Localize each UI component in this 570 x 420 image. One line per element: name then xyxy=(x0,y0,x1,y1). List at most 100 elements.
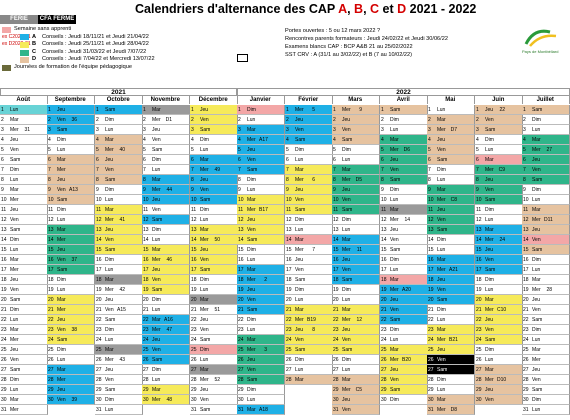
day-name: Ven xyxy=(10,217,19,223)
day-cell: 28 Mar xyxy=(332,375,380,385)
day-name: Mar xyxy=(10,117,19,123)
formation-label: Journées de formation de l'équipe pédago… xyxy=(14,63,133,70)
day-cell: 2 Mar xyxy=(427,115,475,125)
month-header: Novembre xyxy=(142,96,190,104)
selection-box[interactable] xyxy=(237,54,248,62)
day-name: Sam xyxy=(57,337,68,343)
day-cell: 29 Jeu xyxy=(47,385,95,395)
day-cell: 21 Dim xyxy=(427,305,475,315)
day-cell: 11 Jeu xyxy=(427,205,475,215)
day-cell: 18 Dim xyxy=(475,275,523,285)
day-cell: 13 Lun xyxy=(332,225,380,235)
day-name: Mar xyxy=(485,367,494,373)
day-number: 25 xyxy=(381,347,387,353)
day-number: 6 xyxy=(333,157,336,163)
day-number: 19 xyxy=(48,287,54,293)
day-cell: 28 Lun xyxy=(142,375,190,385)
day-number: 28 xyxy=(286,377,292,383)
day-cell: 10 Mer xyxy=(0,195,48,205)
day-name: Mer xyxy=(152,327,161,333)
day-number: 5 xyxy=(476,147,479,153)
day-number: 22 xyxy=(381,317,387,323)
day-cell: 7 Mar xyxy=(332,165,380,175)
day-number: 7 xyxy=(428,167,431,173)
day-cell: 26 Jeu xyxy=(237,355,285,365)
day-name: Lun xyxy=(295,227,304,233)
week-label: D8 xyxy=(450,407,457,413)
day-cell: 25 Ven xyxy=(142,345,190,355)
day-number: 22 xyxy=(428,317,434,323)
day-name: Dim xyxy=(485,207,494,213)
day-number: 9 xyxy=(333,187,336,193)
day-name: Dim xyxy=(295,217,304,223)
day-name: Dim xyxy=(247,177,256,183)
day-cell: 10 Sam xyxy=(190,195,238,205)
day-cell: 10 Sam xyxy=(475,195,523,205)
day-name: Jeu xyxy=(532,297,541,303)
day-cell: 17 Sam xyxy=(47,265,95,275)
day-number: 15 xyxy=(1,247,7,253)
day-number: 7 xyxy=(476,167,479,173)
day-cell: 30 Dim xyxy=(380,395,428,405)
day-name: Jeu xyxy=(437,137,446,143)
day-number: 26 xyxy=(523,357,529,363)
day-number: 26 xyxy=(1,357,7,363)
day-cell: 3 Lun xyxy=(522,125,570,135)
day-number: 17 xyxy=(238,267,244,273)
day-name: Mar xyxy=(532,277,541,283)
day-name: Lun xyxy=(342,367,351,373)
day-name: Mer xyxy=(437,407,446,413)
day-cell: 3 Sam xyxy=(475,125,523,135)
day-cell: 15 Lun xyxy=(0,245,48,255)
day-name: Lun xyxy=(152,307,161,313)
day-cell: 6 Ven xyxy=(237,155,285,165)
day-cell: 21 Mer xyxy=(47,305,95,315)
day-name: Lun xyxy=(152,237,161,243)
day-name: Mer xyxy=(532,357,541,363)
day-number: 22 xyxy=(48,317,54,323)
day-cell: 9 Ven xyxy=(190,185,238,195)
day-cell: 8 Jeu xyxy=(475,175,523,185)
day-name: Mer xyxy=(437,197,446,203)
day-number: 19 xyxy=(333,287,339,293)
day-number: 4 xyxy=(96,137,99,143)
day-number: 7 xyxy=(96,167,99,173)
day-number: 5 xyxy=(523,147,526,153)
day-cell: 1 Jeu xyxy=(47,105,95,115)
day-name: Mer xyxy=(57,167,66,173)
day-name: Lun xyxy=(10,107,19,113)
day-cell: 14 Mer 24 xyxy=(475,235,523,245)
day-name: Dim xyxy=(390,117,399,123)
day-cell: 3 Lun xyxy=(380,125,428,135)
day-name: Mar xyxy=(247,267,256,273)
day-cell: 20 Lun xyxy=(332,295,380,305)
day-cell: 16 Dim xyxy=(380,255,428,265)
day-cell: 9 Mar xyxy=(427,185,475,195)
day-number: 4 xyxy=(191,137,194,143)
day-name: Lun xyxy=(247,187,256,193)
day-cell: 23 Mar xyxy=(0,325,48,335)
day-number: 3 xyxy=(381,127,384,133)
day-number: 14 xyxy=(191,237,197,243)
day-name: Lun xyxy=(57,287,66,293)
day-cell: 1 Mar xyxy=(142,105,190,115)
day-cell: 24 Mar xyxy=(237,335,285,345)
day-name: Sam xyxy=(295,137,306,143)
day-cell: 15 Mer 7 xyxy=(285,245,333,255)
day-name: Lun xyxy=(485,147,494,153)
day-number: 17 xyxy=(1,267,7,273)
day-cell: 11 Sam xyxy=(332,205,380,215)
day-number: 30 xyxy=(96,397,102,403)
day-number: 30 xyxy=(238,397,244,403)
day-number: 13 xyxy=(286,227,292,233)
day-name: Lun xyxy=(437,247,446,253)
day-cell: 12 Lun xyxy=(475,215,523,225)
day-number: 9 xyxy=(48,187,51,193)
day-number: 31 xyxy=(428,407,434,413)
day-cell: 8 Lun xyxy=(427,175,475,185)
day-cell: 24 Mer xyxy=(0,335,48,345)
day-cell: 7 Mer C9 xyxy=(475,165,523,175)
day-cell: 26 Mer 43 xyxy=(95,355,143,365)
day-number: 23 xyxy=(238,327,244,333)
day-cell: 11 Mar xyxy=(522,205,570,215)
